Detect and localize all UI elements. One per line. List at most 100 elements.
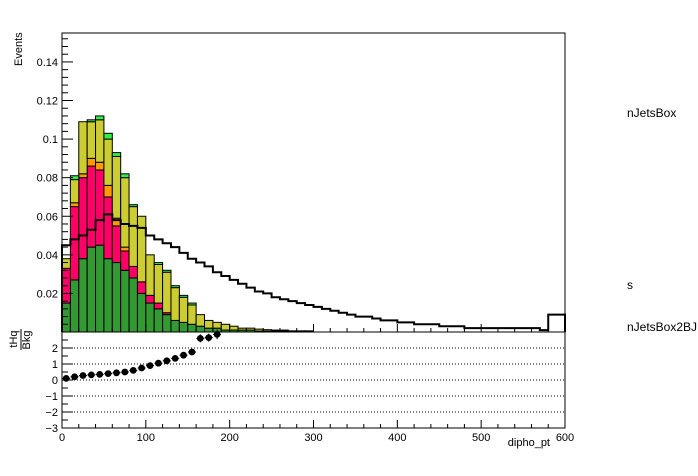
bar-s3-b21: [237, 327, 247, 331]
bar-s1-b2: [78, 177, 88, 260]
bar-s4-b12: [162, 269, 172, 273]
bar-s1-b9: [136, 281, 147, 294]
upper-x-ticks: [61, 324, 566, 332]
bar-s2-b3: [86, 157, 97, 167]
bar-s0-b7: [120, 269, 130, 333]
bar-s3-b7: [120, 177, 130, 248]
bar-s2-b7: [120, 246, 130, 252]
lower-y-ticks: −3 −2 −1 0 1 2: [45, 339, 73, 435]
upper-panel: Events 0.02 0.04 0.06 0.08 0.1 0.12 0.14: [13, 32, 566, 333]
ratio-point: [71, 373, 78, 381]
bar-s0-b6: [111, 262, 122, 333]
ratio-point: [121, 368, 129, 376]
bar-s2-b1: [69, 202, 80, 208]
bar-s3-b18: [212, 321, 222, 329]
upper-y-tick-label: 0.08: [37, 173, 58, 185]
bar-s3-b15: [187, 304, 197, 325]
lower-y-tick-label: −3: [45, 423, 58, 435]
bar-s4-b8: [128, 204, 138, 208]
x-tick-label: 200: [220, 432, 238, 444]
stacked-bars: [61, 115, 315, 333]
ratio-point: [188, 348, 196, 356]
bar-s3-b29: [304, 330, 315, 332]
bar-s0-b15: [187, 323, 197, 333]
upper-y-axis-label: Events: [13, 32, 25, 66]
bar-s0-b13: [170, 319, 180, 333]
bar-s3-b17: [204, 319, 214, 329]
bar-s3-b12: [162, 271, 172, 314]
bar-s4-b11: [153, 262, 164, 265]
bar-s3-b26: [279, 329, 289, 332]
upper-y-tick-label: 0.06: [37, 211, 58, 223]
bar-s2-b4: [95, 161, 105, 171]
bar-s3-b6: [111, 155, 122, 219]
bar-s3-b1: [69, 179, 80, 204]
bar-s4-b14: [178, 294, 189, 298]
bar-s3-b5: [103, 138, 113, 186]
bar-s3-b23: [254, 328, 264, 332]
upper-y-tick-label: 0.02: [37, 288, 58, 300]
bar-s0-b2: [78, 258, 88, 333]
bar-s3-b2: [78, 121, 88, 175]
bar-s1-b6: [111, 225, 122, 264]
bar-s0-b17: [204, 327, 214, 333]
x-tick-label: 0: [59, 432, 65, 444]
ratio-point: [171, 355, 179, 362]
bar-s4-b15: [187, 302, 197, 306]
bar-s0-b9: [136, 292, 147, 333]
legend-label-0: nJetsBox: [627, 106, 676, 120]
signal-outline: [61, 213, 566, 332]
bar-s0-b8: [128, 277, 138, 333]
legend-label-1: s: [627, 278, 633, 292]
bar-s1-b7: [120, 250, 130, 271]
ratio-point: [62, 375, 70, 382]
bar-s3-b22: [245, 327, 256, 331]
bar-s3-b13: [170, 287, 180, 321]
upper-y-tick-label: 0.1: [43, 134, 58, 146]
ratio-point: [196, 335, 204, 342]
x-tick-label: 100: [137, 432, 155, 444]
bar-s4-b6: [111, 152, 122, 157]
ratio-points: [62, 329, 222, 382]
ratio-point: [138, 364, 146, 372]
upper-y-tick-label: 0.12: [37, 96, 58, 108]
bar-s3-b27: [287, 330, 298, 332]
bar-s1-b5: [103, 196, 113, 260]
x-tick-label: 500: [472, 432, 490, 444]
lower-y-tick-label: −1: [45, 391, 58, 403]
ratio-point: [205, 334, 213, 341]
x-tick-label: 600: [556, 432, 574, 444]
legend-label-2: nJetsBox2BJ: [627, 320, 697, 334]
bar-s3-b14: [178, 296, 189, 323]
bar-s3-b10: [145, 254, 155, 296]
lower-y-tick-label: 2: [52, 343, 58, 355]
x-tick-label: 400: [388, 432, 406, 444]
upper-y-tick-label: 0.04: [37, 250, 58, 262]
ratio-point: [129, 367, 137, 374]
bar-s0-b10: [145, 302, 155, 333]
bar-s0-b16: [195, 325, 206, 333]
bar-s0-b5: [103, 258, 113, 333]
ratio-y-label-numerator: tHq: [8, 330, 20, 347]
bar-s0-b1: [69, 279, 80, 333]
bar-s3-b8: [128, 206, 138, 267]
bar-s4-b3: [86, 119, 97, 123]
ratio-point: [163, 357, 171, 365]
x-tick-label: 300: [304, 432, 322, 444]
ratio-y-axis-label: tHq Bkg: [8, 329, 33, 350]
bar-s3-b19: [220, 323, 231, 331]
lower-x-ticks: 0 100 200 300 400 500 600: [59, 420, 574, 444]
bar-s3-b9: [136, 215, 147, 283]
lower-y-tick-label: 0: [52, 375, 58, 387]
bar-s3-b20: [229, 325, 239, 331]
ratio-gridlines: [62, 347, 565, 429]
ratio-point: [79, 372, 87, 379]
bar-s1-b1: [69, 206, 80, 281]
ratio-point: [104, 370, 112, 377]
bar-s3-b28: [296, 330, 306, 332]
ratio-point: [180, 351, 187, 359]
bar-s3-b3: [86, 121, 97, 159]
lower-panel: −3 −2 −1 0 1 2 0 100 200 300 400 500 600 tHq Bkg di…: [8, 329, 574, 449]
bar-s0-b12: [162, 314, 172, 333]
